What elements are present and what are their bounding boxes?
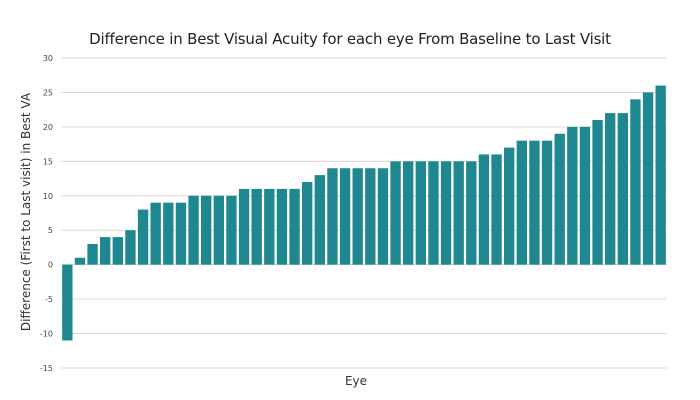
bar xyxy=(390,161,401,265)
y-tick-label: 0 xyxy=(48,261,53,270)
bar xyxy=(554,133,565,265)
bar xyxy=(87,244,98,265)
bar xyxy=(213,195,224,265)
bar xyxy=(453,161,464,265)
bar xyxy=(352,168,363,265)
bar xyxy=(251,188,262,265)
bar xyxy=(238,188,250,265)
bar xyxy=(428,161,439,265)
y-tick-label: 15 xyxy=(43,157,53,166)
bar xyxy=(655,85,666,265)
bar xyxy=(188,195,199,265)
bar xyxy=(630,99,641,265)
bar xyxy=(62,264,73,341)
bar xyxy=(403,161,414,265)
bar xyxy=(175,202,187,265)
bars xyxy=(62,85,666,341)
bar xyxy=(478,154,490,265)
bar xyxy=(289,188,300,265)
bar xyxy=(112,237,123,265)
bar xyxy=(415,161,426,265)
gridlines xyxy=(61,57,667,369)
bar xyxy=(491,154,502,265)
bar xyxy=(605,113,616,265)
y-tick-label: 20 xyxy=(43,123,53,132)
x-axis-title: Eye xyxy=(345,374,367,388)
bar xyxy=(276,188,288,265)
y-tick-label: -15 xyxy=(40,364,53,373)
bar xyxy=(327,168,338,265)
bar xyxy=(440,161,452,265)
bar xyxy=(516,140,527,265)
bar xyxy=(541,140,553,265)
bar xyxy=(100,237,111,265)
bar xyxy=(567,126,578,265)
bar xyxy=(201,195,212,265)
bar xyxy=(150,202,161,265)
bar xyxy=(466,161,477,265)
bar xyxy=(264,188,275,265)
bar xyxy=(592,120,603,265)
y-tick-labels: -15 -10 -5 0 5 10 15 20 25 30 xyxy=(40,54,53,373)
bar xyxy=(74,257,86,265)
y-tick-label: -10 xyxy=(40,330,53,339)
y-tick-label: -5 xyxy=(45,295,53,304)
bar xyxy=(302,182,313,265)
bar xyxy=(125,230,136,265)
bar xyxy=(163,202,174,265)
bar xyxy=(339,168,351,265)
bar xyxy=(365,168,376,265)
y-tick-label: 30 xyxy=(43,54,53,63)
y-tick-label: 10 xyxy=(43,192,53,201)
chart-title: Difference in Best Visual Acuity for eac… xyxy=(89,30,611,48)
bar xyxy=(579,126,591,265)
bar xyxy=(137,209,149,265)
y-tick-label: 25 xyxy=(43,88,53,97)
bar xyxy=(226,195,237,265)
y-axis-title: Difference (First to Last visit) in Best… xyxy=(19,92,33,331)
bar xyxy=(617,113,628,265)
bar xyxy=(504,147,515,265)
bar xyxy=(314,175,325,265)
bar xyxy=(529,140,540,265)
bar xyxy=(642,92,654,265)
y-tick-label: 5 xyxy=(48,226,53,235)
bar xyxy=(377,168,389,265)
